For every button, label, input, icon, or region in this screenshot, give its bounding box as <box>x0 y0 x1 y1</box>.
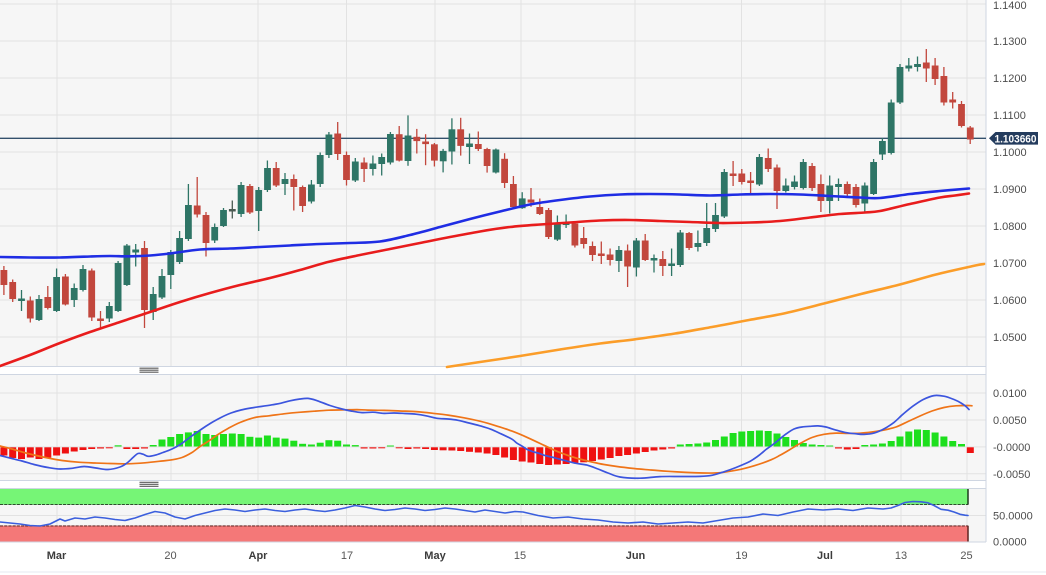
svg-text:1.1300: 1.1300 <box>993 36 1027 48</box>
svg-text:17: 17 <box>341 550 353 562</box>
svg-text:0.0000: 0.0000 <box>993 537 1027 549</box>
svg-text:50.0000: 50.0000 <box>993 511 1033 523</box>
svg-text:19: 19 <box>735 550 747 562</box>
svg-text:0.0100: 0.0100 <box>993 388 1027 400</box>
svg-text:Mar: Mar <box>47 550 67 562</box>
svg-text:1.0600: 1.0600 <box>993 295 1027 307</box>
svg-text:13: 13 <box>895 550 907 562</box>
svg-text:0.0050: 0.0050 <box>993 415 1027 427</box>
svg-text:-0.0050: -0.0050 <box>993 469 1030 481</box>
svg-text:Apr: Apr <box>249 550 269 562</box>
svg-text:25: 25 <box>960 550 972 562</box>
svg-text:1.0900: 1.0900 <box>993 184 1027 196</box>
svg-text:20: 20 <box>164 550 176 562</box>
svg-text:1.1200: 1.1200 <box>993 73 1027 85</box>
svg-text:1.103660: 1.103660 <box>995 133 1037 145</box>
svg-text:Jul: Jul <box>817 550 833 562</box>
svg-text:May: May <box>424 550 446 562</box>
svg-text:Jun: Jun <box>626 550 646 562</box>
svg-text:1.0700: 1.0700 <box>993 258 1027 270</box>
svg-text:1.1400: 1.1400 <box>993 0 1027 12</box>
svg-text:15: 15 <box>514 550 526 562</box>
svg-text:-0.0000: -0.0000 <box>993 442 1030 454</box>
svg-text:1.1000: 1.1000 <box>993 147 1027 159</box>
svg-text:1.1100: 1.1100 <box>993 110 1026 122</box>
svg-text:1.0500: 1.0500 <box>993 332 1027 344</box>
svg-text:1.0800: 1.0800 <box>993 221 1027 233</box>
